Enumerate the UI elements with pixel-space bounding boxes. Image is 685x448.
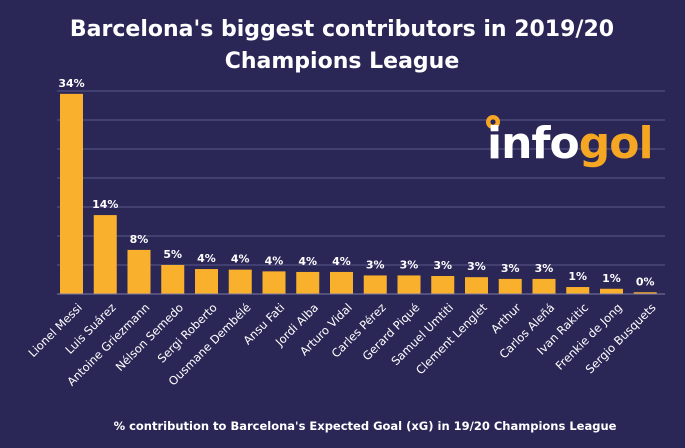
soccer-ball-icon — [486, 115, 500, 129]
logo-text-white: info — [487, 118, 579, 169]
bar — [296, 271, 320, 294]
bar — [93, 215, 117, 294]
chart-title-line1: Barcelona's biggest contributors in 2019… — [70, 17, 614, 42]
bar — [195, 269, 218, 294]
bar-value-label: 8% — [130, 233, 149, 246]
chart-title-line2: Champions League — [225, 49, 460, 74]
bar-value-label: 0% — [636, 275, 655, 288]
bar-value-label: 34% — [58, 77, 84, 90]
bar — [532, 278, 556, 294]
bar-value-label: 3% — [535, 262, 554, 275]
bar — [498, 278, 522, 294]
bar-value-label: 4% — [332, 255, 351, 268]
bar-value-label: 1% — [602, 272, 621, 285]
bar — [397, 275, 421, 294]
bars — [60, 93, 657, 294]
bar — [566, 287, 590, 294]
bar — [363, 275, 387, 294]
value-labels: 34% 14% 8% 5% 4% 4% 4% 4% 4% 3% 3% 3% 3% 3% 3% 1% 1% 0% — [58, 77, 654, 288]
bar-value-label: 4% — [265, 254, 284, 267]
bar — [127, 249, 151, 294]
bar — [228, 269, 252, 294]
bar-value-label: 3% — [366, 258, 385, 271]
bar — [633, 292, 657, 294]
bar-value-label: 3% — [400, 258, 419, 271]
bar-value-label: 3% — [433, 259, 452, 272]
bar — [262, 271, 286, 294]
bar-value-label: 14% — [92, 198, 118, 211]
x-axis-title: % contribution to Barcelona's Expected G… — [114, 419, 617, 433]
logo-wordmark: infogol — [487, 118, 653, 169]
bar-value-label: 3% — [501, 262, 520, 275]
logo-text-orange: gol — [579, 118, 653, 169]
bar-value-label: 4% — [197, 252, 216, 265]
bar — [465, 277, 488, 294]
gridlines — [57, 90, 665, 266]
bar-value-label: 1% — [568, 270, 587, 283]
bar — [330, 271, 353, 294]
infogol-logo: infogol — [486, 115, 654, 169]
bar-value-label: 4% — [231, 253, 250, 266]
bar — [60, 93, 83, 294]
bar — [431, 276, 455, 294]
bar — [600, 288, 623, 294]
bar-value-label: 3% — [467, 260, 486, 273]
bar-value-label: 5% — [163, 248, 182, 261]
bar-value-label: 4% — [298, 255, 317, 268]
bar — [161, 264, 185, 294]
